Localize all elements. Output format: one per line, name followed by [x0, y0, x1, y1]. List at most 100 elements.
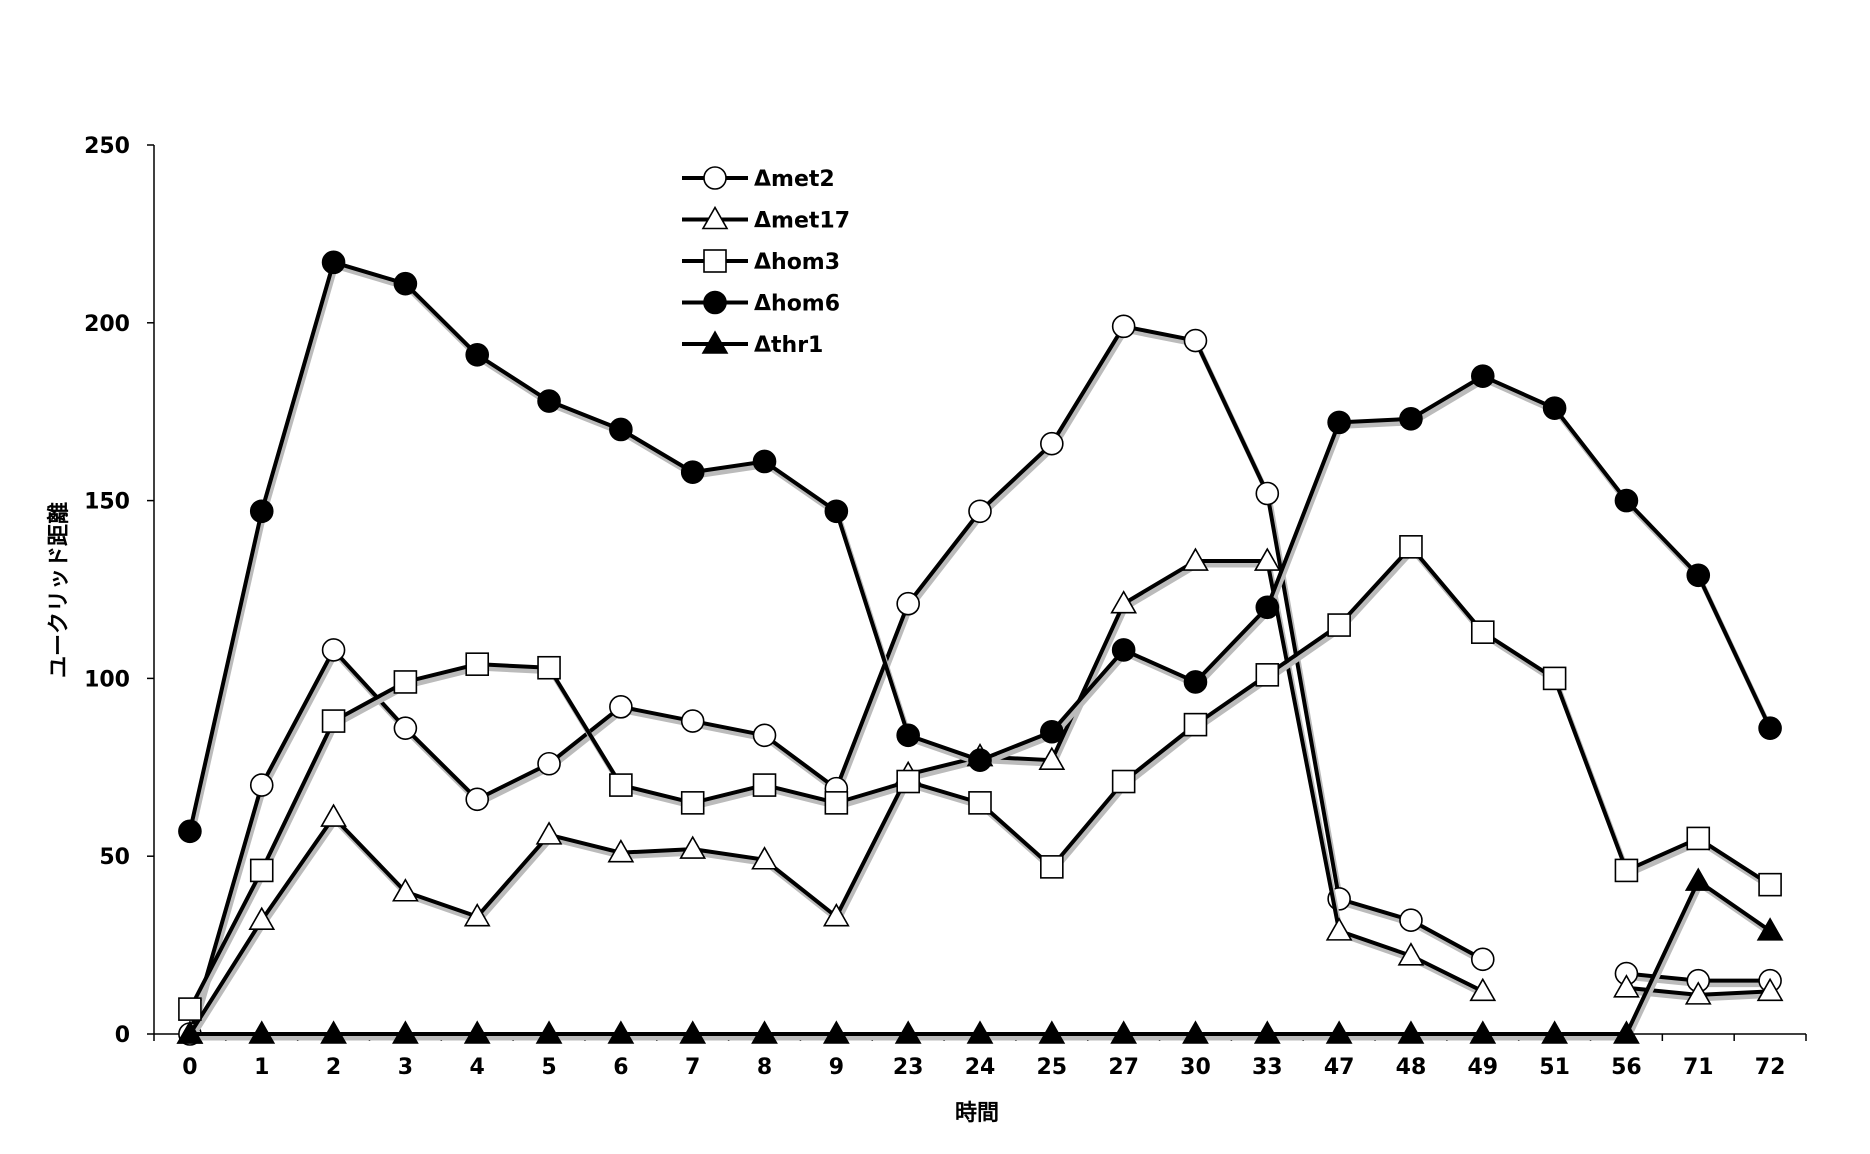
data-point	[609, 417, 633, 442]
y-tick-label: 100	[84, 667, 130, 692]
data-point	[1255, 595, 1280, 620]
x-tick-label: 2	[326, 1055, 341, 1080]
y-tick-label: 200	[84, 312, 130, 337]
data-point	[751, 846, 778, 870]
data-point	[393, 271, 418, 296]
x-tick-label: 49	[1467, 1055, 1498, 1080]
data-point	[393, 670, 418, 694]
data-point	[320, 803, 347, 827]
legend: Δmet2 Δmet17 Δhom3 Δhom6 Δthr1	[682, 166, 850, 358]
y-tick-label: 50	[99, 845, 130, 870]
x-tick-label: 71	[1683, 1055, 1714, 1080]
data-point	[1399, 407, 1423, 431]
x-tick-label: 24	[965, 1055, 996, 1080]
data-point	[537, 389, 561, 413]
data-point	[894, 1020, 922, 1044]
data-point	[1182, 547, 1209, 571]
data-point	[966, 1020, 994, 1044]
data-point	[824, 499, 849, 524]
data-point	[320, 1020, 347, 1044]
data-point	[1040, 431, 1064, 456]
data-point	[178, 819, 202, 844]
data-point	[321, 250, 346, 275]
data-point	[393, 716, 418, 740]
data-point	[1253, 1020, 1281, 1044]
data-point	[1327, 613, 1351, 637]
series-shadow	[191, 881, 1774, 1041]
data-point	[1255, 663, 1280, 687]
data-point	[822, 903, 850, 927]
data-point	[1469, 977, 1497, 1002]
data-point	[248, 906, 276, 931]
x-tick-label: 0	[182, 1055, 197, 1080]
x-tick-label: 47	[1324, 1055, 1355, 1080]
x-tick-label: 8	[757, 1055, 772, 1080]
data-point	[1470, 620, 1495, 644]
x-tick-label: 25	[1037, 1055, 1068, 1080]
x-tick-label: 48	[1396, 1055, 1427, 1080]
data-point	[249, 858, 274, 883]
data-point	[1327, 410, 1351, 435]
data-point	[1183, 670, 1208, 694]
series-delta-hom3	[178, 535, 1782, 1021]
data-point	[1686, 563, 1711, 588]
data-point	[1183, 328, 1208, 353]
data-point	[752, 449, 777, 474]
legend-label: Δthr1	[754, 333, 823, 358]
series-delta-met17	[176, 547, 1784, 1044]
data-point	[1253, 547, 1281, 571]
legend-label: Δmet2	[754, 167, 835, 192]
data-point	[392, 878, 419, 902]
data-point	[1542, 396, 1567, 420]
series-line	[188, 544, 1772, 1011]
x-tick-label: 27	[1108, 1055, 1139, 1080]
data-point	[896, 723, 920, 748]
data-point	[1541, 1020, 1568, 1044]
data-point	[607, 1020, 635, 1044]
data-point	[537, 751, 561, 776]
series-delta-hom6	[178, 250, 1782, 844]
data-point	[1038, 1020, 1066, 1044]
x-tick-label: 23	[893, 1055, 924, 1080]
y-axis-label: ユークリッド距離	[46, 502, 72, 678]
x-axis-label: 時間	[955, 1101, 999, 1126]
data-point	[1397, 1020, 1425, 1044]
x-tick-label: 5	[541, 1055, 556, 1080]
data-point	[822, 1020, 850, 1044]
series-shadow	[189, 547, 1774, 1015]
legend-marker	[701, 205, 729, 230]
data-point	[1470, 947, 1495, 972]
x-tick-label: 9	[829, 1055, 844, 1080]
data-point	[1325, 917, 1353, 941]
data-point	[1040, 855, 1064, 879]
data-point	[463, 903, 491, 927]
series-layer	[176, 250, 1784, 1046]
x-tick-label: 56	[1611, 1055, 1642, 1080]
data-point	[1111, 638, 1136, 662]
x-tick-label: 30	[1180, 1055, 1211, 1080]
data-point	[248, 1020, 276, 1044]
data-point	[1255, 481, 1280, 506]
x-tick-label: 51	[1539, 1055, 1570, 1080]
data-point	[1758, 872, 1782, 897]
series-delta-thr1	[176, 867, 1784, 1044]
data-point	[896, 769, 920, 794]
data-point	[1182, 1020, 1209, 1044]
x-tick-label: 6	[613, 1055, 628, 1080]
data-point	[1614, 858, 1639, 883]
legend-label: Δmet17	[754, 209, 850, 234]
data-point	[1325, 1020, 1353, 1044]
x-tick-label: 72	[1755, 1055, 1786, 1080]
legend-label: Δhom3	[754, 250, 840, 275]
data-point	[1470, 364, 1495, 388]
data-point	[1038, 746, 1066, 770]
x-tick-label: 3	[398, 1055, 413, 1080]
x-tick-label: 7	[685, 1055, 700, 1080]
data-point	[178, 997, 202, 1021]
data-point	[392, 1020, 419, 1044]
data-point	[680, 791, 705, 815]
data-point	[535, 821, 563, 845]
data-point	[321, 638, 346, 662]
data-point	[465, 343, 490, 367]
